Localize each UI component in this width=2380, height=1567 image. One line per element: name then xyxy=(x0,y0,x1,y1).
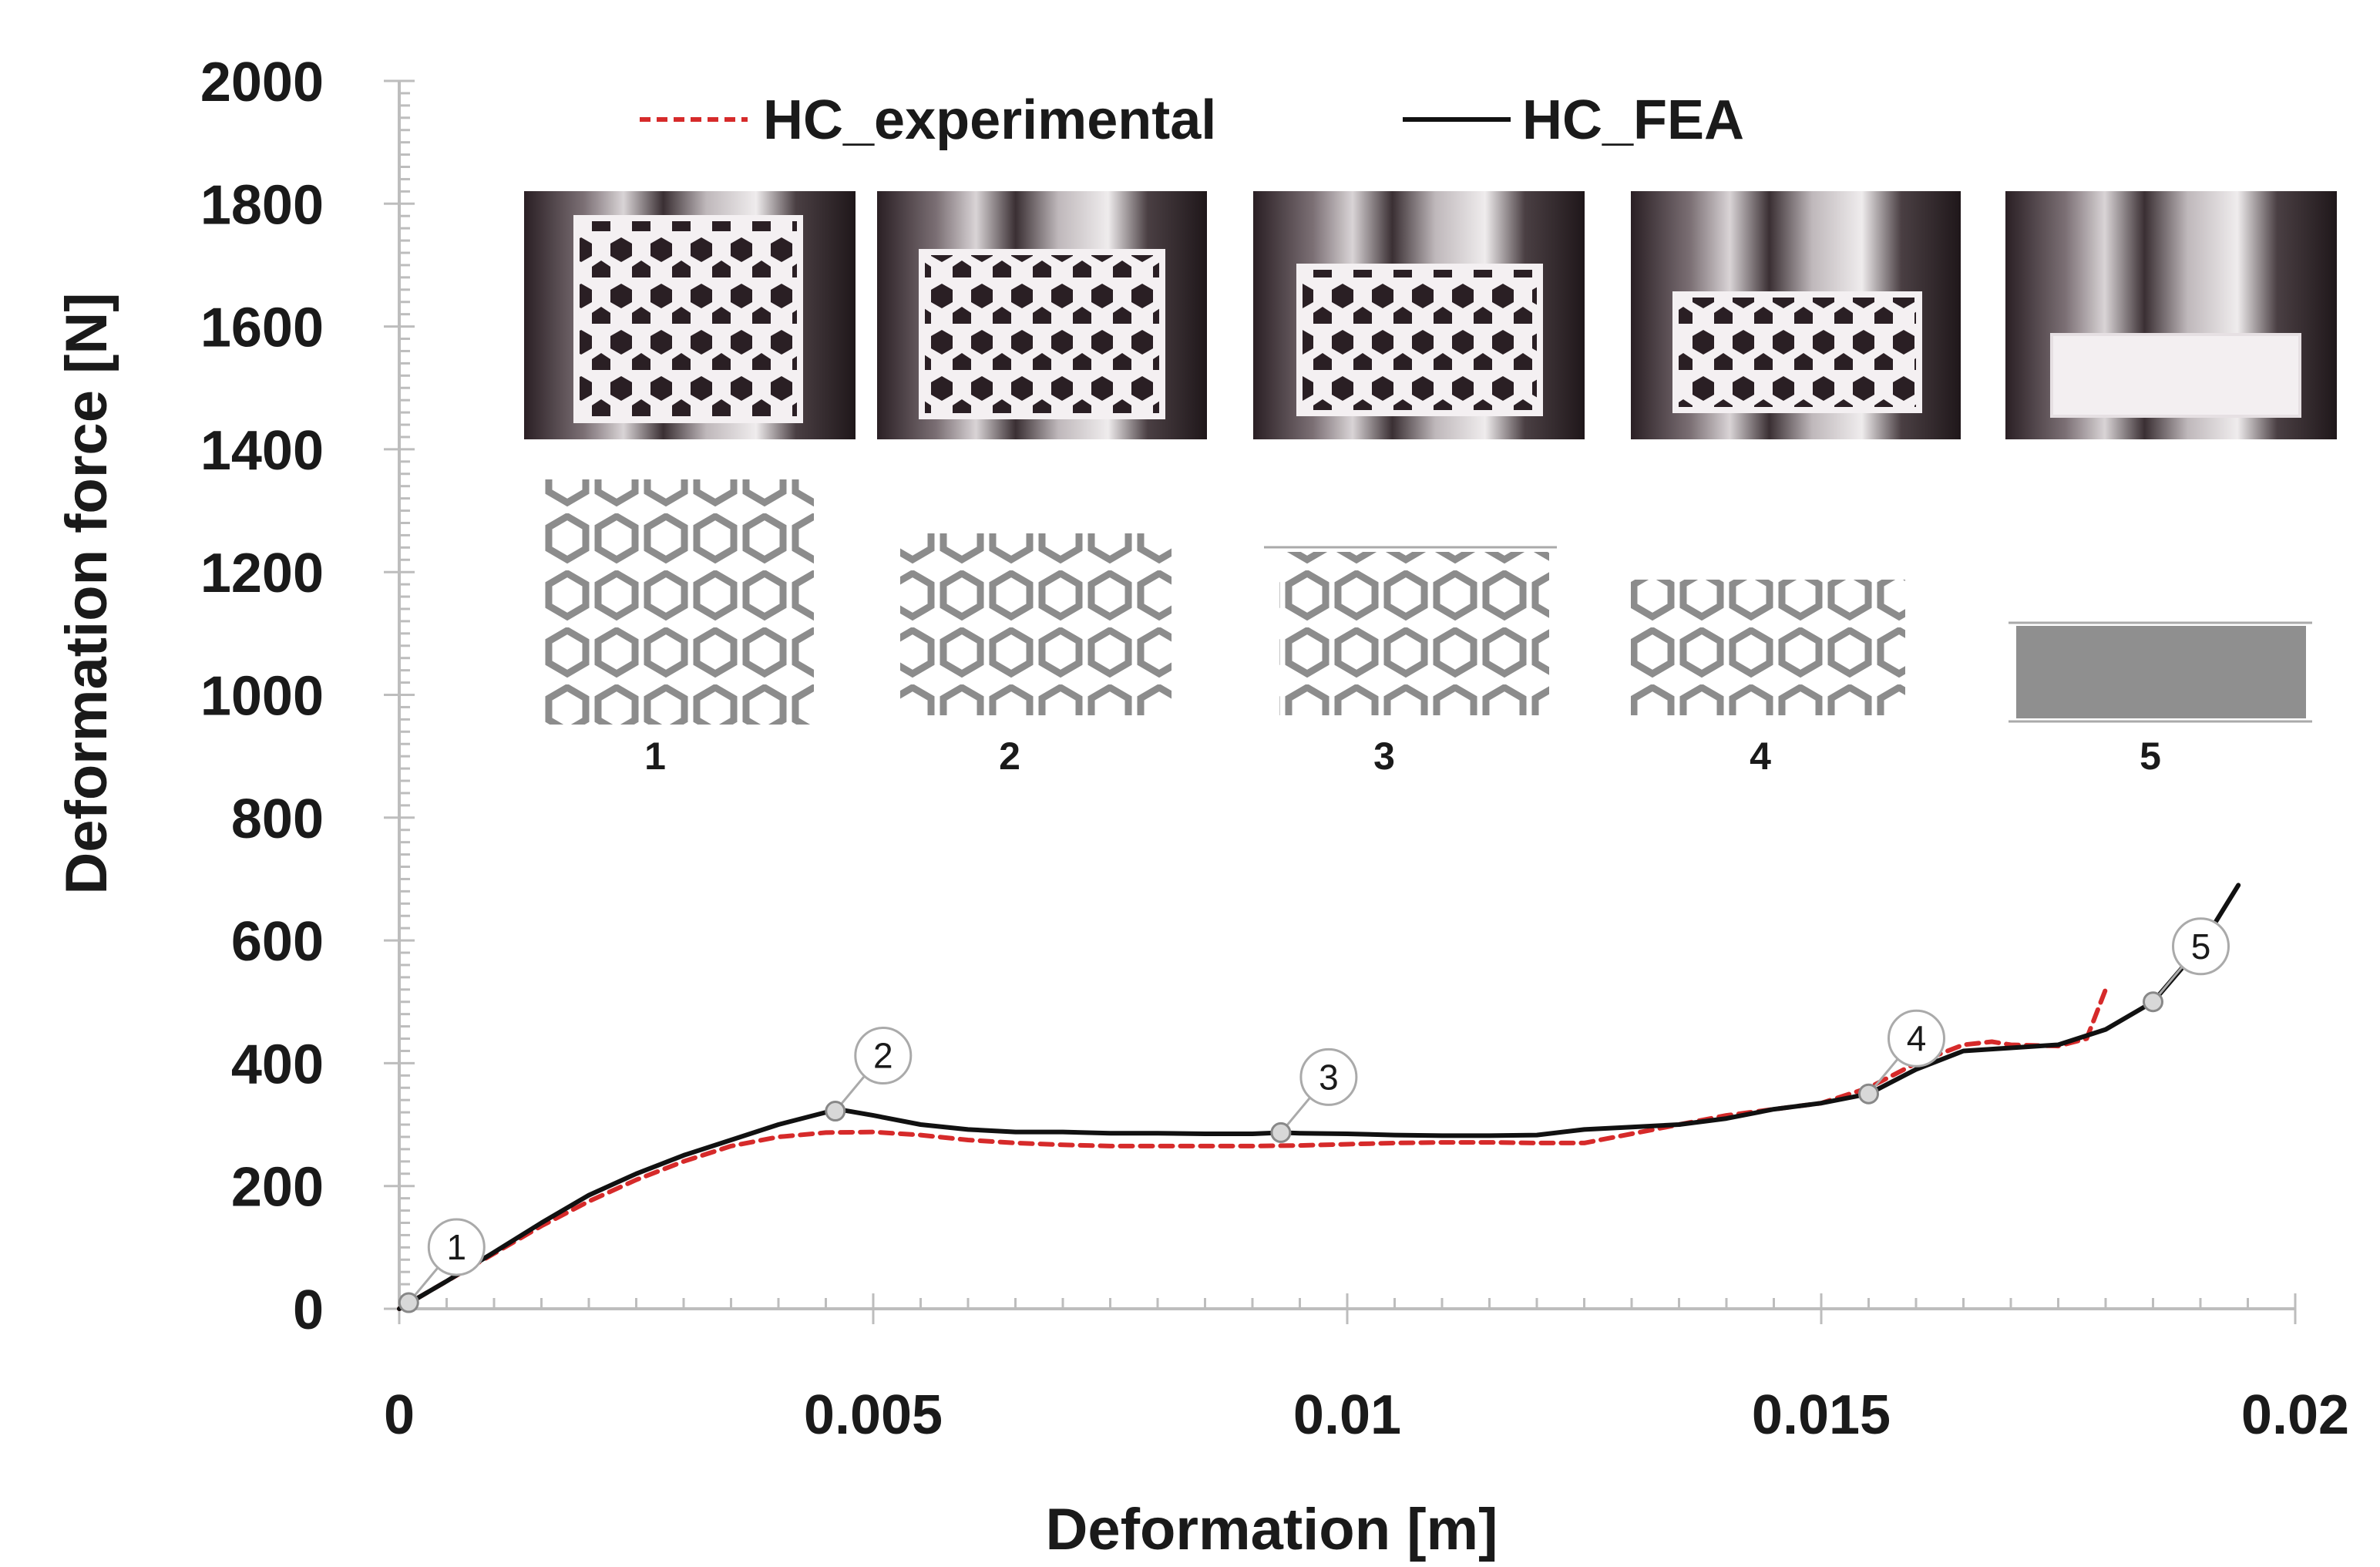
marker-label: 2 xyxy=(873,1036,893,1076)
inset-photos xyxy=(524,191,2337,439)
stage-label: 4 xyxy=(1750,735,1771,778)
marker-2: 2 xyxy=(825,1027,913,1122)
legend-label-fea: HC_FEA xyxy=(1522,89,1744,151)
y-tick-label: 1600 xyxy=(200,298,324,359)
stage-label: 5 xyxy=(2140,735,2161,778)
x-axis-title: Deformation [m] xyxy=(1046,1497,1498,1562)
photo-stage-4 xyxy=(1631,191,1961,439)
y-tick-label: 200 xyxy=(231,1157,324,1219)
y-tick-label: 0 xyxy=(293,1279,324,1341)
marker-label: 5 xyxy=(2191,926,2211,967)
series-experimental-line xyxy=(397,987,2108,1311)
marker-bubble xyxy=(1888,1009,1945,1068)
y-tick-label: 1000 xyxy=(200,666,324,728)
photo-stage-5 xyxy=(2005,191,2337,439)
y-tick-label: 800 xyxy=(231,789,324,850)
marker-1: 1 xyxy=(398,1218,486,1313)
photo-stage-3 xyxy=(1253,191,1585,439)
marker-3: 3 xyxy=(1270,1047,1358,1143)
marker-bubble xyxy=(854,1027,913,1085)
marker-label: 3 xyxy=(1319,1057,1339,1097)
marker-point xyxy=(2143,991,2163,1013)
y-tick-label: 400 xyxy=(231,1034,324,1095)
marker-layer: 1 2 3 4 5 xyxy=(398,917,2230,1313)
marker-point xyxy=(1858,1083,1879,1105)
photo-stage-2 xyxy=(877,191,1207,439)
y-tick-label: 1400 xyxy=(200,420,324,482)
fea-stage-3 xyxy=(1279,552,1549,715)
photo-stage-1 xyxy=(524,191,856,439)
stage-label: 2 xyxy=(999,735,1020,778)
marker-label: 4 xyxy=(1907,1018,1927,1058)
inset-stage-labels: 1 2 3 4 5 xyxy=(644,735,2161,778)
x-tick-label: 0.005 xyxy=(804,1384,943,1446)
marker-bubble xyxy=(1299,1047,1358,1106)
marker-point xyxy=(1270,1121,1292,1143)
x-tick-label: 0 xyxy=(384,1384,415,1446)
fea-stage-1 xyxy=(543,479,814,725)
fea-stage-2 xyxy=(900,533,1172,715)
marker-4: 4 xyxy=(1858,1009,1945,1105)
marker-label: 1 xyxy=(447,1227,467,1267)
stage-label: 1 xyxy=(644,735,666,778)
fea-stage-5 xyxy=(2016,626,2306,718)
marker-bubble xyxy=(2172,917,2230,976)
y-axis-title: Deformation force [N] xyxy=(54,292,119,894)
y-tick-label: 600 xyxy=(231,911,324,973)
y-tick-label: 2000 xyxy=(200,52,324,113)
marker-bubble xyxy=(427,1218,486,1276)
x-tick-label: 0.01 xyxy=(1293,1384,1401,1446)
inset-fea xyxy=(543,479,2312,725)
legend-label-experimental: HC_experimental xyxy=(763,89,1216,151)
y-tick-label: 1200 xyxy=(200,543,324,604)
axis-tick-labels: 0 200 400 600 800 1000 1200 1400 1600 1800 2000 0 0.… xyxy=(200,52,2349,1446)
stage-label: 3 xyxy=(1373,735,1395,778)
x-tick-label: 0.015 xyxy=(1752,1384,1891,1446)
y-tick-label: 1800 xyxy=(200,174,324,236)
fea-stage-4 xyxy=(1631,580,1905,715)
legend: HC_experimental HC_FEA xyxy=(640,89,1744,151)
x-tick-label: 0.02 xyxy=(2241,1384,2349,1446)
marker-5: 5 xyxy=(2143,917,2230,1013)
marker-point xyxy=(398,1292,419,1313)
marker-point xyxy=(825,1101,846,1122)
